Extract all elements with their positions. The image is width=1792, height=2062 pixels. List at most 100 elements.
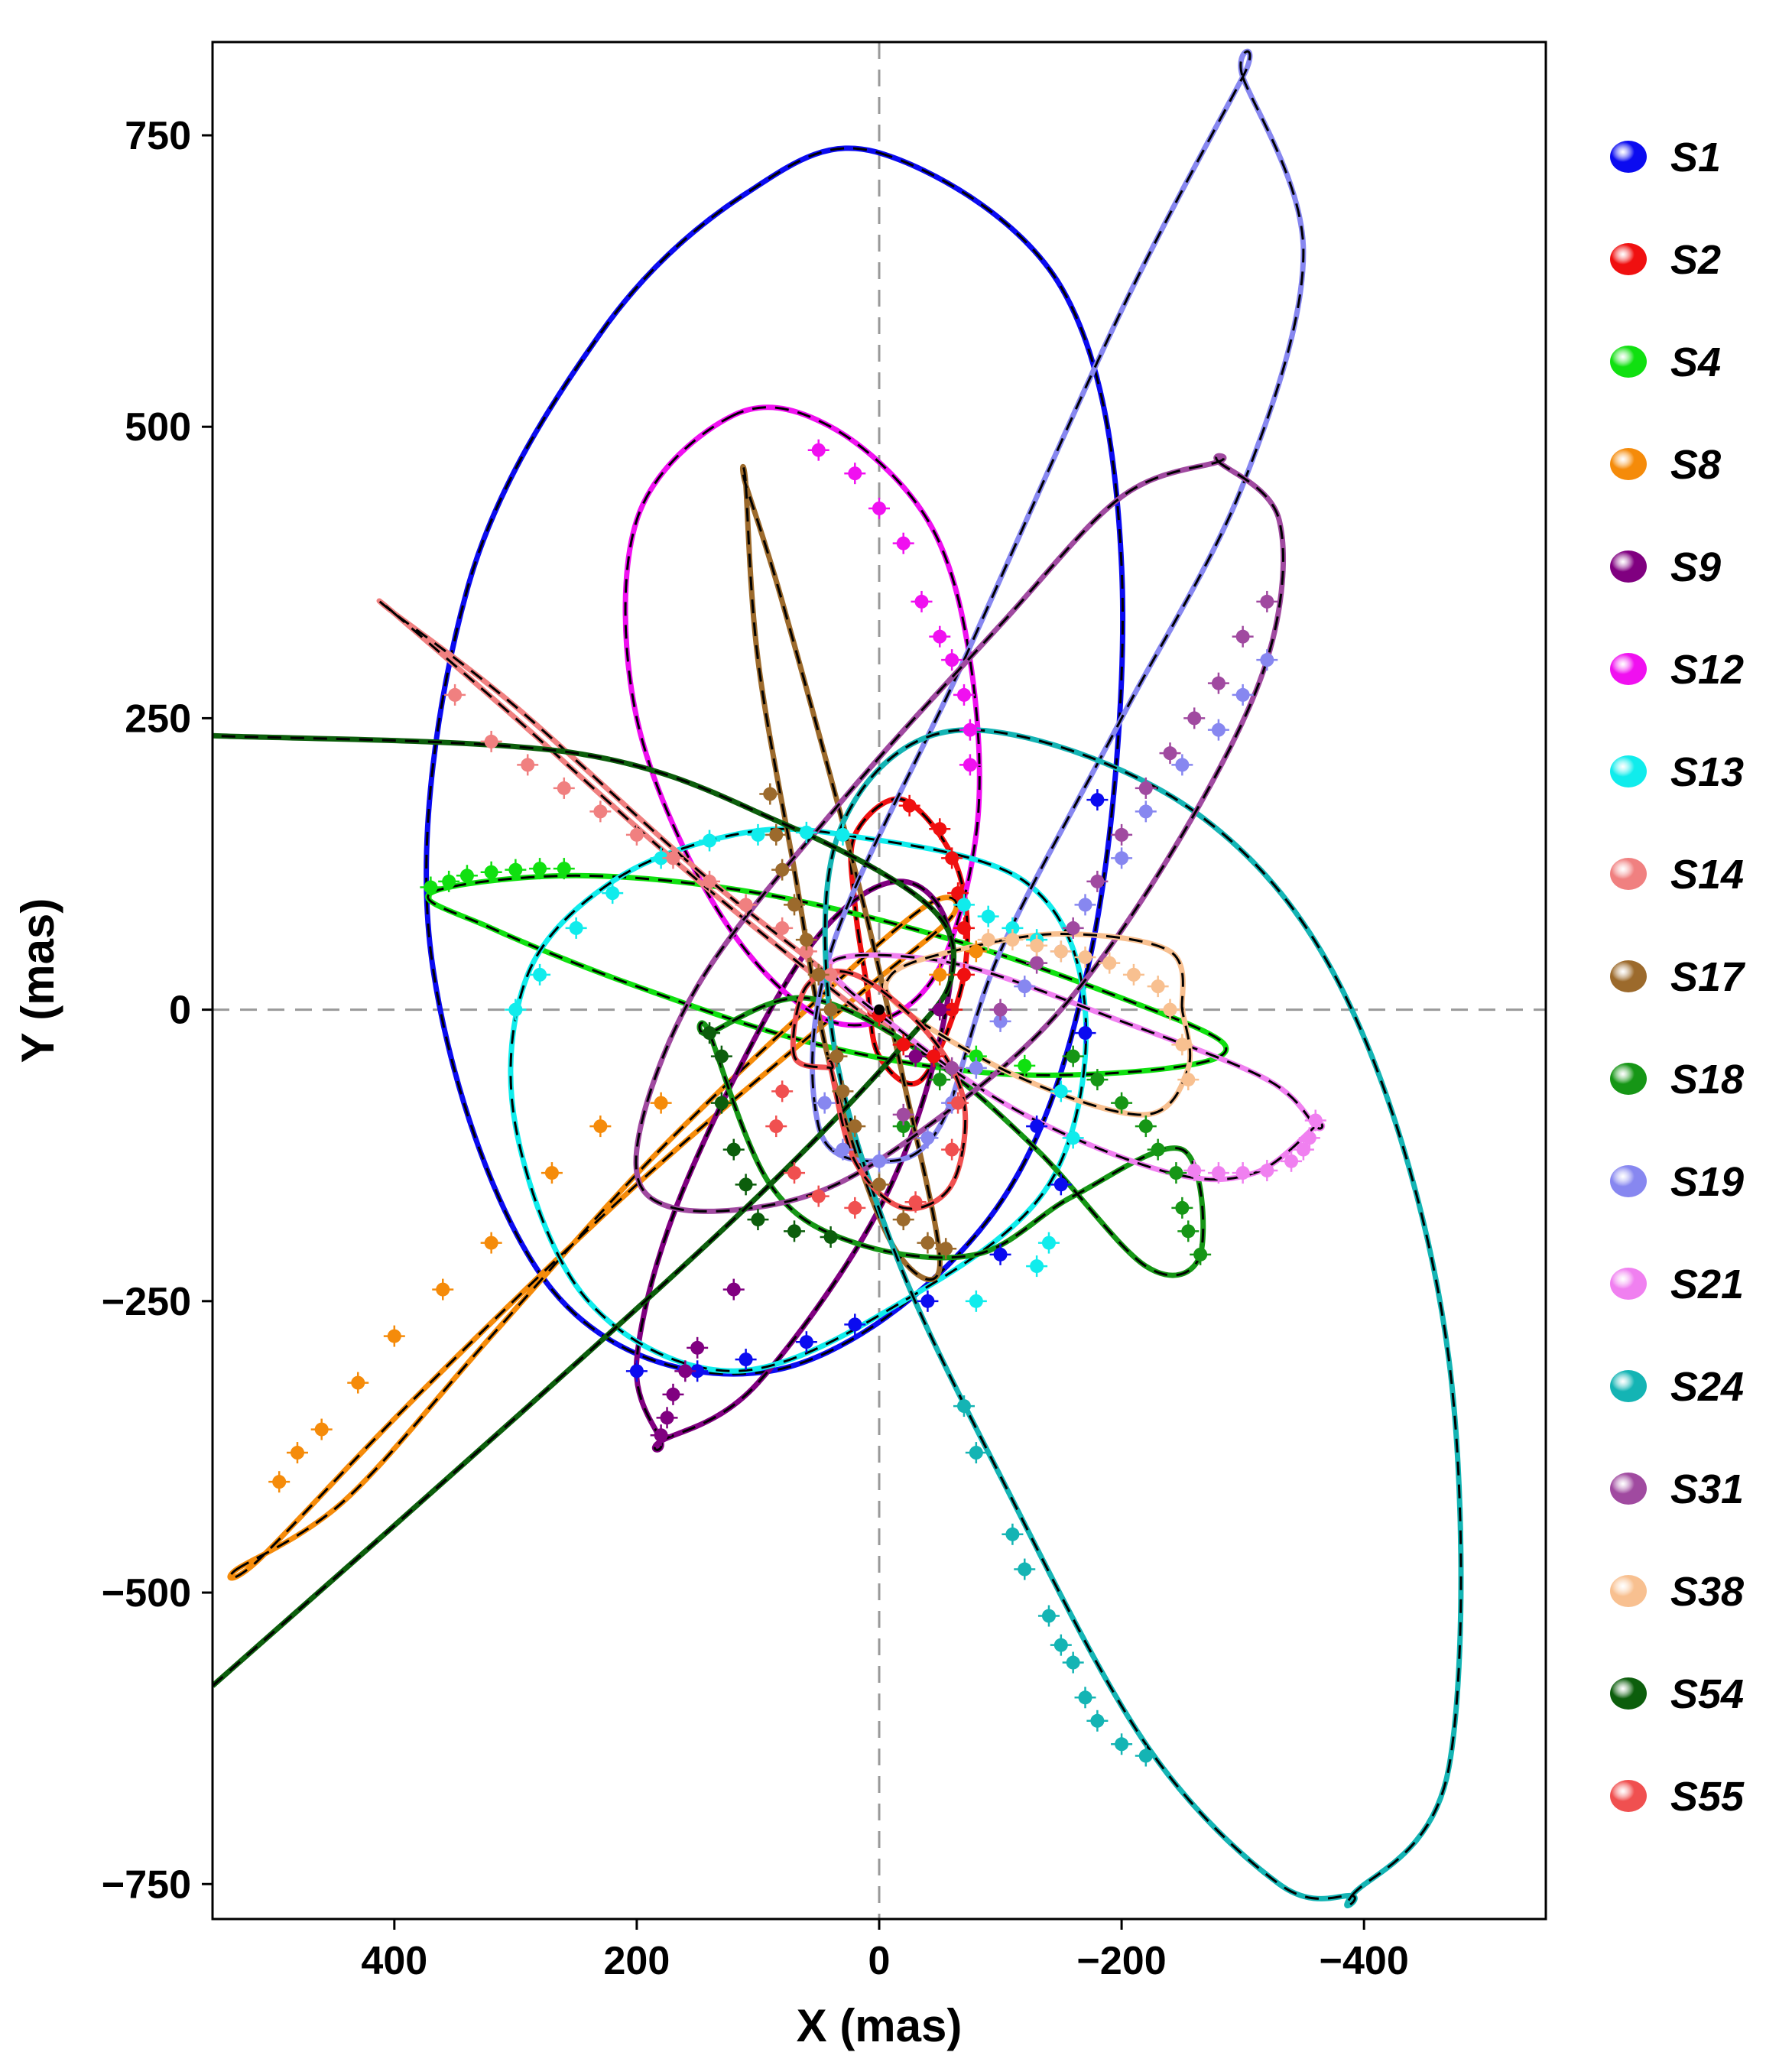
obs-point-s19	[1256, 649, 1278, 671]
legend-marker	[1610, 1473, 1647, 1505]
obs-point-s8	[432, 1278, 454, 1301]
obs-point-s4	[553, 858, 575, 880]
legend-marker	[1610, 1575, 1647, 1607]
legend-item-s38: S38	[1610, 1569, 1744, 1615]
obs-point-s13	[795, 821, 817, 843]
legend: S1 S2 S4 S8 S9 S12 S13 S14 S17 S18 S19 S21 S24 S31 S38…	[1610, 135, 1746, 1820]
obs-point-s12	[959, 719, 981, 741]
obs-point-s21	[1232, 1162, 1254, 1184]
legend-item-s12: S12	[1610, 647, 1744, 693]
obs-point-s17	[807, 963, 829, 986]
obs-point-s12	[868, 497, 890, 519]
obs-point-s24	[1111, 1733, 1133, 1755]
obs-point-s19	[1111, 847, 1133, 869]
legend-label: S9	[1670, 544, 1721, 590]
obs-point-s12	[892, 532, 914, 554]
obs-point-s9	[929, 999, 951, 1021]
obs-point-s31	[1135, 777, 1157, 799]
obs-point-s54	[784, 1220, 806, 1242]
obs-point-s17	[771, 859, 794, 881]
obs-point-s21	[1183, 1160, 1206, 1182]
x-tick-label: 400	[361, 1939, 427, 1983]
obs-point-s31	[1232, 625, 1254, 648]
obs-point-s1	[1050, 1174, 1072, 1196]
obs-point-s17	[917, 1232, 939, 1254]
legend-label: S31	[1670, 1466, 1744, 1512]
obs-point-s9	[722, 1278, 745, 1301]
y-tick-label: −500	[102, 1571, 191, 1616]
obs-point-s17	[935, 1238, 957, 1260]
legend-item-s31: S31	[1610, 1466, 1744, 1512]
obs-point-s55	[947, 1092, 969, 1114]
obs-point-s18	[1165, 1162, 1187, 1184]
obs-point-s14	[480, 730, 502, 752]
legend-label: S14	[1670, 852, 1744, 898]
obs-point-s4	[505, 859, 527, 881]
obs-point-s2	[947, 882, 969, 904]
obs-point-s13	[505, 999, 527, 1021]
orbit-model-s54	[213, 734, 956, 1687]
obs-point-s31	[1256, 590, 1278, 612]
legend-label: S12	[1670, 647, 1744, 693]
y-axis-title: Y (mas)	[12, 898, 63, 1063]
obs-point-s38	[1159, 999, 1181, 1021]
sgr-a-center-point	[874, 1004, 885, 1015]
obs-point-s38	[1171, 1034, 1193, 1056]
y-tick-label: 500	[125, 405, 191, 450]
legend-item-s1: S1	[1610, 135, 1721, 180]
obs-point-s19	[917, 1127, 939, 1149]
obs-point-s31	[1183, 707, 1206, 729]
obs-point-s2	[892, 1034, 914, 1056]
obs-point-s31	[892, 1103, 914, 1125]
obs-point-s21	[1256, 1160, 1278, 1182]
obs-point-s8	[347, 1372, 369, 1394]
legend-item-s24: S24	[1610, 1364, 1744, 1410]
obs-point-s19	[813, 1092, 836, 1114]
obs-point-s12	[911, 590, 933, 612]
obs-point-s13	[953, 894, 975, 916]
obs-point-s8	[310, 1418, 333, 1440]
legend-marker	[1610, 653, 1647, 685]
obs-point-s31	[1026, 952, 1048, 974]
obs-point-s54	[747, 1209, 769, 1231]
obs-point-s17	[832, 1080, 854, 1102]
legend-item-s54: S54	[1610, 1671, 1744, 1717]
obs-point-s14	[699, 870, 721, 892]
legend-label: S38	[1670, 1569, 1744, 1615]
obs-point-s13	[977, 905, 999, 927]
obs-point-s38	[1074, 947, 1096, 969]
obs-point-s19	[965, 1057, 987, 1079]
obs-point-s24	[1135, 1745, 1157, 1767]
obs-point-s55	[771, 1080, 794, 1102]
legend-item-s14: S14	[1610, 852, 1744, 898]
obs-point-s55	[844, 1197, 866, 1219]
legend-marker	[1610, 1165, 1647, 1197]
obs-point-s54	[820, 1226, 842, 1248]
obs-point-s24	[1086, 1710, 1109, 1732]
legend-marker	[1610, 550, 1647, 583]
legend-item-s21: S21	[1610, 1262, 1744, 1307]
obs-point-s17	[759, 783, 781, 805]
legend-item-s8: S8	[1610, 442, 1721, 488]
obs-point-s9	[650, 1424, 672, 1447]
obs-point-s17	[765, 823, 787, 846]
obs-point-s17	[784, 894, 806, 916]
y-tick-label: 0	[169, 989, 191, 1033]
obs-point-s8	[286, 1442, 308, 1464]
obs-point-s21	[1298, 1127, 1320, 1149]
orbit-s17	[739, 463, 943, 1283]
obs-point-s21	[1207, 1162, 1229, 1184]
obs-point-s54	[735, 1174, 757, 1196]
y-tick-label: −250	[102, 1280, 191, 1324]
obs-point-s14	[517, 754, 539, 776]
x-axis-title: X (mas)	[797, 2000, 963, 2051]
obs-point-s1	[989, 1243, 1011, 1265]
obs-point-s2	[898, 794, 920, 817]
legend-label: S2	[1670, 237, 1721, 283]
legend-item-s55: S55	[1610, 1774, 1745, 1820]
obs-point-s8	[268, 1471, 291, 1493]
orbit-model-s8	[229, 896, 958, 1580]
obs-point-s17	[820, 999, 842, 1021]
